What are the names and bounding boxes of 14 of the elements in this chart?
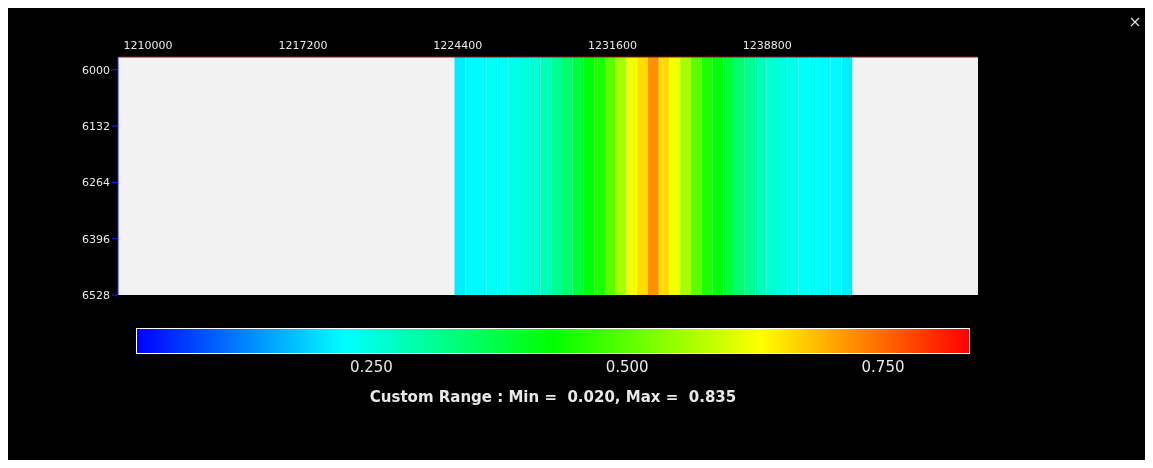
x-tick-label: 1231600	[588, 39, 637, 52]
color-bar-label: 0.500	[604, 358, 650, 376]
y-tick-label: 6396	[82, 232, 110, 246]
y-tick-label: 6528	[82, 288, 110, 302]
x-tick-label: 1210000	[123, 39, 173, 52]
x-tick-label: 1238800	[742, 39, 792, 52]
text: Custom Range : Min = 0.020, Max = 0.835	[368, 388, 738, 406]
y-tick-label: 6132	[82, 120, 110, 133]
color-bar-label: 0.250	[348, 358, 394, 376]
x-tick-label: 1224400	[433, 39, 483, 52]
color-bar-label: 0.750	[860, 358, 906, 376]
y-tick-label: 6264	[82, 176, 110, 190]
x-tick-label: 1217200	[278, 39, 328, 52]
y-tick-label: 6000	[82, 63, 110, 77]
